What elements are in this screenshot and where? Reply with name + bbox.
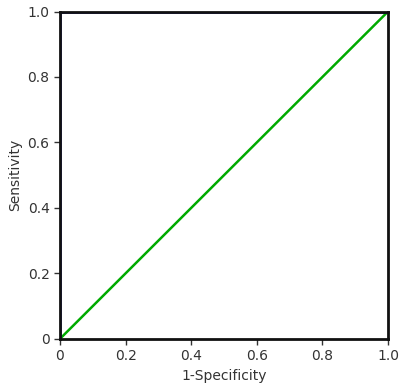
X-axis label: 1-Specificity: 1-Specificity [181,369,267,383]
Y-axis label: Sensitivity: Sensitivity [8,139,22,211]
